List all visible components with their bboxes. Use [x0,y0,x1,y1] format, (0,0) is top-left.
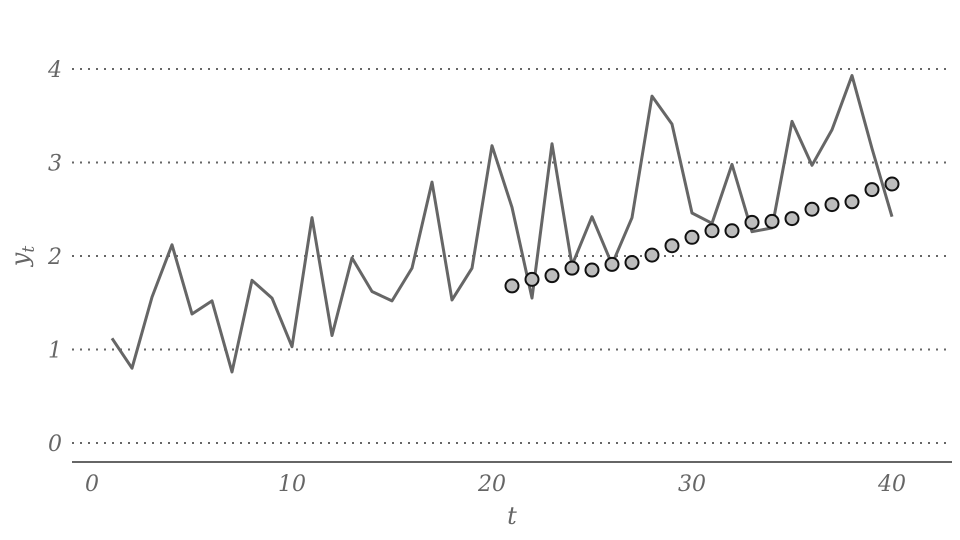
series-point-40 [884,176,900,192]
y-axis-label: yt [6,246,39,268]
x-tick-label-40: 40 [877,472,906,497]
series-point-23 [544,268,560,284]
x-tick-label-10: 10 [278,472,306,497]
series [110,74,900,374]
series-point-28 [644,247,660,263]
x-tick-label-0: 0 [85,472,99,497]
x-tick-label-20: 20 [477,472,506,497]
y-tick-labels: 0 1 2 3 4 [47,58,62,457]
series-point-25 [584,262,600,278]
y-axis-label-subscript: t [19,246,39,253]
series-point-35 [784,211,800,227]
x-tick-labels: 0 10 20 30 40 [85,472,906,497]
series-point-29 [664,238,680,254]
series-point-22 [524,271,540,287]
series-point-33 [744,214,760,230]
x-axis-label: t [507,502,517,530]
series-point-38 [844,194,860,210]
grid-lines [72,68,952,444]
x-tick-label-30: 30 [678,472,706,497]
y-tick-label-4: 4 [47,58,62,83]
y-tick-label-1: 1 [48,339,62,364]
y-axis-label-main: y [6,252,34,267]
series-line-0 [110,74,894,374]
series-point-26 [604,256,620,272]
y-tick-label-3: 3 [48,152,62,177]
series-point-36 [804,201,820,217]
series-point-39 [864,182,880,198]
series-point-34 [764,213,780,229]
series-point-37 [824,197,840,213]
series-point-24 [564,260,580,276]
series-point-31 [704,223,720,239]
series-point-27 [624,255,640,271]
y-tick-label-2: 2 [47,245,62,270]
series-point-30 [684,229,700,245]
y-tick-label-0: 0 [48,432,62,457]
series-point-21 [504,278,520,294]
series-point-32 [724,223,740,239]
